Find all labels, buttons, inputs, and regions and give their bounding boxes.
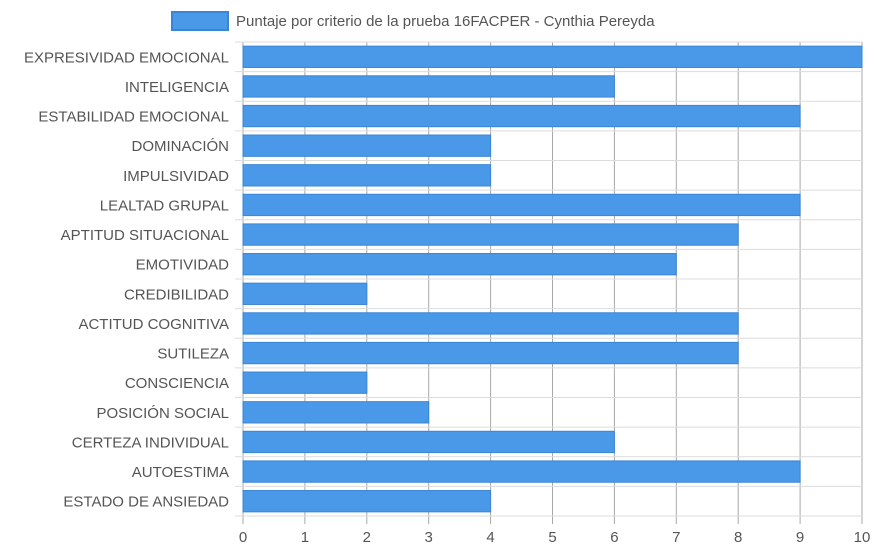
x-tick-label: 0	[239, 529, 247, 546]
bar[interactable]	[242, 45, 863, 68]
category-label: SUTILEZA	[157, 346, 229, 363]
x-tick-label: 6	[610, 529, 618, 546]
category-label: EXPRESIVIDAD EMOCIONAL	[24, 49, 229, 66]
bar[interactable]	[242, 460, 801, 483]
bar[interactable]	[242, 253, 677, 276]
category-label: LEALTAD GRUPAL	[100, 197, 229, 214]
x-tick-label: 2	[363, 529, 371, 546]
bar[interactable]	[242, 134, 492, 157]
bar[interactable]	[242, 164, 492, 187]
bar[interactable]	[242, 430, 615, 454]
x-tick-label: 7	[672, 529, 680, 546]
bar[interactable]	[242, 282, 368, 305]
category-label: CERTEZA INDIVIDUAL	[72, 434, 229, 451]
category-label: ESTADO DE ANSIEDAD	[63, 494, 229, 511]
bar[interactable]	[242, 312, 739, 335]
category-label: POSICIÓN SOCIAL	[96, 405, 229, 422]
x-tick-label: 1	[301, 529, 309, 546]
category-label: APTITUD SITUACIONAL	[61, 227, 229, 244]
category-labels: EXPRESIVIDAD EMOCIONAL INTELIGENCIA ESTABI…	[24, 49, 229, 510]
legend-swatch	[171, 11, 229, 31]
bar[interactable]	[242, 193, 801, 217]
x-tick-label: 9	[796, 529, 804, 546]
bar[interactable]	[242, 75, 615, 98]
bar[interactable]	[242, 104, 801, 128]
bar[interactable]	[242, 401, 430, 424]
bar[interactable]	[242, 341, 739, 365]
category-label: CONSCIENCIA	[125, 375, 229, 392]
legend-label: Puntaje por criterio de la prueba 16FACP…	[236, 13, 655, 30]
legend[interactable]: Puntaje por criterio de la prueba 16FACP…	[171, 11, 655, 31]
category-label: CREDIBILIDAD	[124, 286, 229, 303]
x-tick-label: 10	[854, 529, 871, 546]
category-label: DOMINACIÓN	[132, 138, 230, 155]
bars	[242, 45, 863, 513]
category-label: ACTITUD COGNITIVA	[78, 316, 229, 333]
x-tick-label: 5	[548, 529, 556, 546]
bar[interactable]	[242, 490, 492, 513]
category-label: INTELIGENCIA	[125, 79, 229, 96]
x-tick-label: 4	[486, 529, 494, 546]
category-label: EMOTIVIDAD	[136, 257, 230, 274]
category-label: ESTABILIDAD EMOCIONAL	[38, 109, 229, 126]
x-tick-label: 3	[425, 529, 433, 546]
x-tick-label: 8	[734, 529, 742, 546]
category-label: IMPULSIVIDAD	[123, 168, 229, 185]
bar[interactable]	[242, 223, 739, 246]
x-tick-labels: 0 1 2 3 4 5 6 7 8 9 10	[239, 529, 871, 546]
bar[interactable]	[242, 371, 368, 394]
category-label: AUTOESTIMA	[132, 464, 229, 481]
